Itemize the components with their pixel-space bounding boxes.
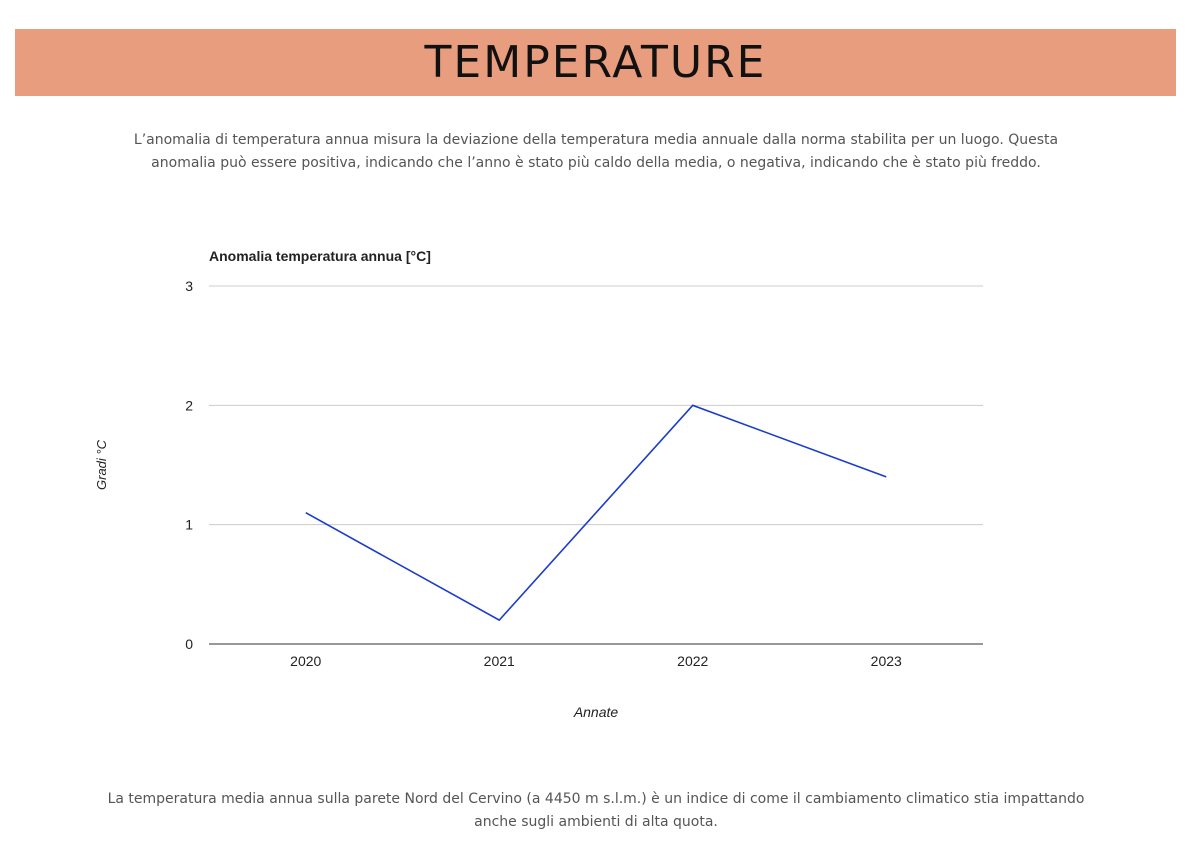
data-point	[497, 618, 501, 622]
x-axis-ticks: 2020 2021 2022 2023	[290, 653, 902, 669]
series-layer	[304, 403, 888, 622]
y-tick-label: 0	[185, 636, 193, 652]
x-tick-label: 2023	[871, 653, 902, 669]
outro-paragraph: La temperatura media annua sulla parete …	[107, 791, 1085, 830]
y-axis-label: Gradi °C	[94, 439, 109, 490]
y-tick-label: 1	[185, 517, 193, 533]
page-title: TEMPERATURE	[424, 37, 767, 88]
intro-paragraph: L’anomalia di temperatura annua misura l…	[133, 132, 1059, 171]
x-tick-label: 2022	[677, 653, 708, 669]
gridlines	[209, 285, 983, 645]
y-axis-ticks: 0 1 2 3	[185, 278, 193, 652]
y-tick-label: 3	[185, 278, 193, 294]
data-point	[304, 511, 308, 515]
series-line	[305, 404, 887, 622]
data-point	[691, 403, 695, 407]
chart-title: Anomalia temperatura annua [°C]	[209, 248, 431, 264]
x-axis-label: Annate	[573, 704, 619, 720]
x-tick-label: 2020	[290, 653, 321, 669]
header-banner: TEMPERATURE	[15, 29, 1176, 96]
x-tick-label: 2021	[484, 653, 515, 669]
data-point	[884, 475, 888, 479]
y-tick-label: 2	[185, 397, 193, 413]
